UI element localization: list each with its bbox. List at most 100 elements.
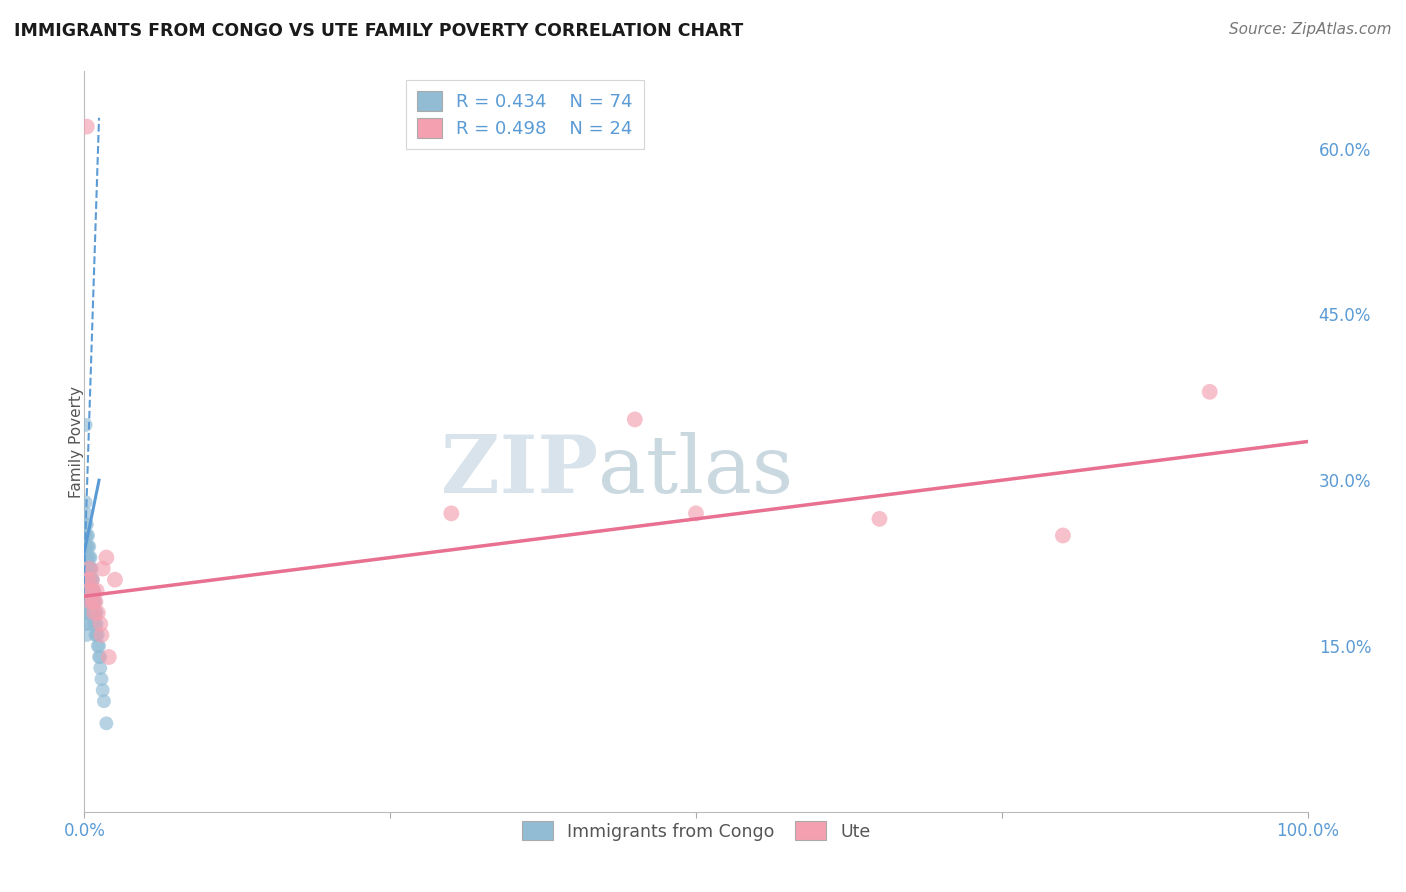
Point <box>84 616 107 631</box>
Point <box>84 595 107 609</box>
Point <box>89 616 111 631</box>
Point <box>90 628 112 642</box>
Point <box>97 650 120 665</box>
Point <box>75 550 97 565</box>
Point <box>77 573 100 587</box>
Point <box>96 716 118 731</box>
Point <box>83 595 105 609</box>
Point <box>624 412 647 426</box>
Point <box>80 573 103 587</box>
Point <box>77 616 100 631</box>
Point <box>75 573 97 587</box>
Point <box>83 606 105 620</box>
Point <box>77 561 100 575</box>
Point <box>82 595 104 609</box>
Point <box>76 573 98 587</box>
Point <box>77 540 100 554</box>
Point <box>1052 528 1074 542</box>
Text: IMMIGRANTS FROM CONGO VS UTE FAMILY POVERTY CORRELATION CHART: IMMIGRANTS FROM CONGO VS UTE FAMILY POVE… <box>14 22 744 40</box>
Point <box>80 606 103 620</box>
Point <box>76 583 98 598</box>
Point <box>80 573 103 587</box>
Point <box>96 550 118 565</box>
Text: Source: ZipAtlas.com: Source: ZipAtlas.com <box>1229 22 1392 37</box>
Point <box>76 540 98 554</box>
Y-axis label: Family Poverty: Family Poverty <box>69 385 83 498</box>
Point <box>76 517 98 532</box>
Point <box>77 595 100 609</box>
Point <box>76 595 98 609</box>
Point <box>75 495 97 509</box>
Point <box>1198 384 1220 399</box>
Point <box>77 528 100 542</box>
Point <box>87 639 110 653</box>
Point <box>86 628 108 642</box>
Point <box>77 561 100 575</box>
Point <box>82 606 104 620</box>
Point <box>83 616 105 631</box>
Point <box>86 606 108 620</box>
Text: atlas: atlas <box>598 432 793 510</box>
Point <box>685 507 707 521</box>
Point <box>90 672 112 686</box>
Point <box>75 583 97 598</box>
Point <box>86 616 108 631</box>
Point <box>75 528 97 542</box>
Point <box>82 573 104 587</box>
Point <box>76 606 98 620</box>
Point <box>83 606 105 620</box>
Point <box>104 573 127 587</box>
Point <box>79 595 101 609</box>
Point <box>77 540 100 554</box>
Point <box>76 528 98 542</box>
Point <box>83 583 105 598</box>
Point <box>77 550 100 565</box>
Point <box>91 683 114 698</box>
Point <box>84 595 107 609</box>
Point <box>80 583 103 598</box>
Text: ZIP: ZIP <box>441 432 598 510</box>
Point <box>87 606 110 620</box>
Point <box>79 561 101 575</box>
Point <box>79 583 101 598</box>
Point <box>77 550 100 565</box>
Point <box>86 583 108 598</box>
Point <box>80 561 103 575</box>
Point <box>75 507 97 521</box>
Point <box>75 417 97 432</box>
Point <box>79 573 101 587</box>
Point <box>91 561 114 575</box>
Point <box>77 583 100 598</box>
Point <box>79 595 101 609</box>
Point <box>87 628 110 642</box>
Point <box>75 540 97 554</box>
Point <box>79 583 101 598</box>
Point <box>82 583 104 598</box>
Point <box>75 517 97 532</box>
Point <box>76 561 98 575</box>
Point <box>93 694 115 708</box>
Point <box>80 595 103 609</box>
Point <box>79 606 101 620</box>
Point <box>77 606 100 620</box>
Point <box>82 583 104 598</box>
Point <box>76 120 98 134</box>
Point <box>75 595 97 609</box>
Point <box>89 661 111 675</box>
Point <box>87 650 110 665</box>
Point <box>89 650 111 665</box>
Point <box>76 628 98 642</box>
Point <box>77 595 100 609</box>
Point <box>82 595 104 609</box>
Point <box>79 550 101 565</box>
Point <box>87 639 110 653</box>
Point <box>84 606 107 620</box>
Point <box>76 616 98 631</box>
Point <box>869 512 891 526</box>
Legend: Immigrants from Congo, Ute: Immigrants from Congo, Ute <box>512 811 880 851</box>
Point <box>75 561 97 575</box>
Point <box>77 583 100 598</box>
Point <box>77 561 100 575</box>
Point <box>77 573 100 587</box>
Point <box>84 628 107 642</box>
